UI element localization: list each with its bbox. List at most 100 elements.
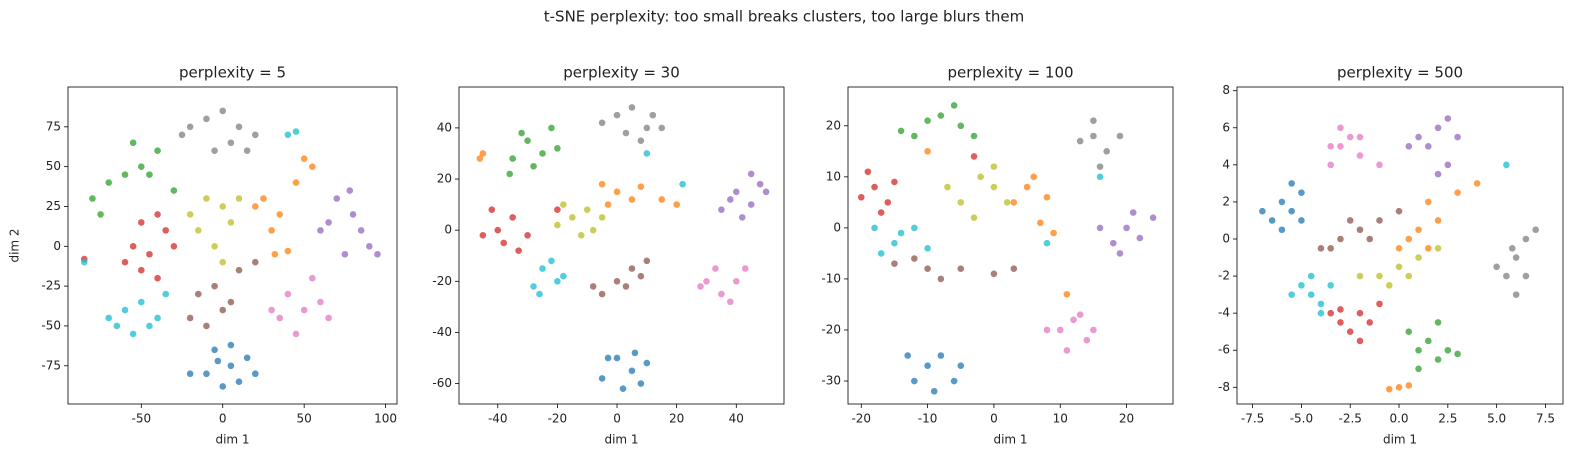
- scatter-point: [1522, 272, 1530, 280]
- scatter-point: [658, 196, 666, 203]
- scatter-point: [1395, 384, 1403, 391]
- scatter-point: [1096, 173, 1104, 181]
- scatter-point: [1415, 226, 1422, 234]
- scatter-point: [214, 357, 222, 365]
- scatter-point: [891, 239, 898, 247]
- scatter-point: [1010, 199, 1018, 206]
- scatter-point: [1385, 385, 1393, 393]
- scatter-point: [129, 330, 137, 338]
- scatter-point: [186, 370, 194, 378]
- scatter-point: [1337, 124, 1344, 132]
- scatter-point: [589, 226, 597, 234]
- y-tick-label: 20: [437, 172, 452, 186]
- scatter-point: [950, 377, 958, 385]
- x-tick-label: 0: [219, 412, 227, 426]
- scatter-point: [1023, 183, 1031, 191]
- scatter-point: [884, 199, 892, 206]
- scatter-point: [494, 226, 502, 234]
- scatter-point: [1366, 235, 1374, 243]
- scatter-point: [1434, 319, 1442, 326]
- x-tick-label: 40: [729, 412, 744, 426]
- scatter-point: [154, 147, 161, 155]
- scatter-point: [1268, 217, 1276, 224]
- scatter-point: [121, 258, 129, 266]
- scatter-point: [957, 362, 965, 370]
- scatter-point: [121, 171, 129, 178]
- scatter-point: [598, 180, 606, 188]
- scatter-point: [479, 150, 487, 157]
- scatter-point: [897, 229, 905, 237]
- scatter-point: [560, 201, 567, 208]
- scatter-point: [950, 102, 958, 109]
- scatter-point: [1395, 244, 1403, 252]
- scatter-point: [300, 306, 308, 314]
- scatter-point: [227, 219, 235, 226]
- x-axis-label: dim 1: [604, 433, 638, 447]
- scatter-point: [162, 290, 170, 298]
- scatter-point: [146, 322, 153, 330]
- scatter-point: [554, 221, 561, 229]
- scatter-point: [637, 272, 645, 280]
- scatter-point: [506, 170, 513, 178]
- scatter-point: [357, 227, 365, 234]
- scatter-point: [1425, 244, 1432, 252]
- scatter-point: [309, 163, 316, 170]
- scatter-point: [1356, 152, 1364, 159]
- scatter-point: [227, 362, 235, 370]
- scatter-point: [1415, 254, 1422, 261]
- scatter-point: [1110, 239, 1117, 247]
- scatter-point: [679, 180, 686, 188]
- scatter-point: [732, 188, 740, 196]
- scatter-point: [500, 239, 508, 247]
- scatter-point: [1063, 290, 1071, 298]
- scatter-point: [1043, 326, 1051, 334]
- scatter-point: [268, 306, 275, 314]
- scatter-point: [1434, 124, 1442, 132]
- scatter-point: [1522, 235, 1530, 243]
- scatter-point: [628, 104, 636, 111]
- scatter-point: [643, 124, 651, 132]
- scatter-point: [1425, 198, 1432, 206]
- scatter-point: [284, 290, 292, 298]
- scatter-point: [613, 188, 621, 196]
- scatter-point: [1337, 235, 1344, 243]
- scatter-point: [1356, 337, 1364, 345]
- x-axis-label: dim 1: [215, 433, 249, 447]
- scatter-point: [718, 206, 725, 214]
- scatter-point: [727, 196, 734, 203]
- scatter-point: [1405, 272, 1413, 280]
- scatter-point: [864, 168, 872, 176]
- scatter-point: [598, 214, 606, 221]
- scatter-point: [300, 155, 308, 162]
- scatter-point: [1356, 133, 1364, 141]
- scatter-point: [1070, 316, 1077, 324]
- scatter-point: [897, 127, 905, 135]
- scatter-point: [738, 214, 746, 221]
- scatter-point: [1434, 356, 1442, 363]
- scatter-point: [1376, 272, 1383, 280]
- scatter-panel: [1259, 115, 1539, 393]
- axes-title: perplexity = 30: [563, 64, 680, 82]
- scatter-point: [341, 250, 349, 258]
- scatter-point: [1337, 306, 1344, 313]
- y-tick-label: 8: [1222, 83, 1230, 97]
- scatter-point: [317, 227, 324, 234]
- scatter-point: [203, 370, 210, 378]
- scatter-point: [89, 195, 96, 202]
- scatter-point: [643, 150, 651, 157]
- scatter-point: [219, 203, 227, 210]
- scatter-point: [146, 250, 153, 258]
- scatter-point: [598, 119, 606, 127]
- axes-frame: [458, 86, 785, 405]
- scatter-point: [1376, 300, 1383, 308]
- scatter-point: [1010, 265, 1018, 273]
- scatter-point: [186, 314, 194, 322]
- scatter-point: [518, 129, 525, 137]
- y-tick-label: 20: [826, 118, 841, 132]
- scatter-point: [583, 206, 591, 214]
- x-tick-label: 2.5: [1438, 412, 1457, 426]
- scatter-point: [227, 341, 235, 349]
- scatter-point: [1508, 244, 1516, 252]
- x-tick-label: 100: [374, 412, 397, 426]
- scatter-point: [1037, 219, 1044, 227]
